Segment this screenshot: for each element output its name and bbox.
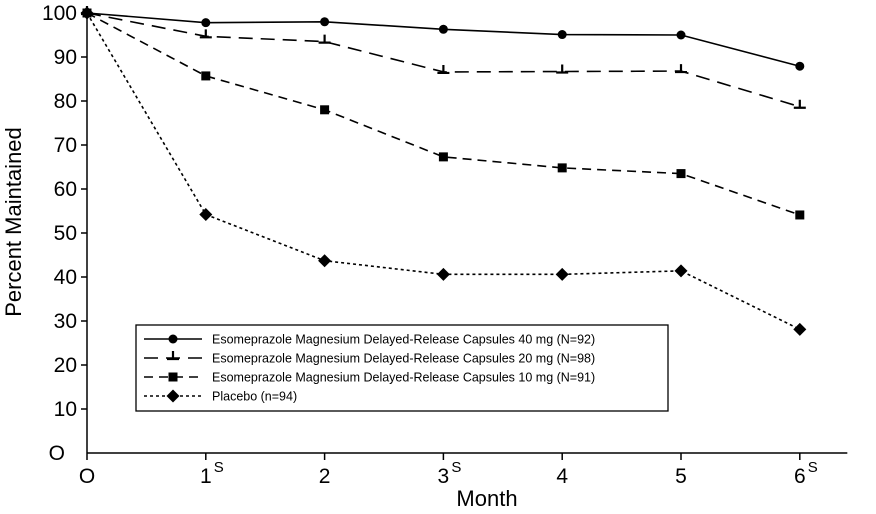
marker-square	[168, 372, 178, 382]
marker-diamond	[80, 6, 94, 20]
marker-circle	[168, 334, 178, 344]
y-origin-label: O	[49, 442, 65, 465]
series-line	[86, 12, 801, 68]
legend-entry-label: Esomeprazole Magnesium Delayed-Release C…	[212, 371, 595, 385]
x-tick-label: 6	[794, 465, 806, 488]
marker-circle	[676, 30, 686, 40]
x-tick-superscript: S	[451, 459, 461, 476]
y-tick-label: 100	[42, 2, 77, 25]
x-axis-title: Month	[456, 486, 517, 511]
marker-diamond	[555, 267, 569, 281]
x-tick-label: 2	[319, 465, 331, 488]
y-tick-label: 20	[54, 354, 77, 377]
y-tick-label: 80	[54, 90, 77, 113]
marker-circle	[438, 24, 448, 34]
marker-diamond	[436, 267, 450, 281]
marker-diamond	[166, 389, 180, 403]
marker-diamond	[793, 322, 807, 336]
marker-square	[795, 210, 805, 220]
marker-square	[676, 169, 686, 179]
legend-entry-label: Esomeprazole Magnesium Delayed-Release C…	[212, 333, 595, 347]
marker-diamond	[318, 254, 332, 268]
series-line	[86, 12, 801, 331]
series-layer	[80, 6, 807, 336]
marker-square	[438, 152, 448, 162]
marker-circle	[557, 30, 567, 40]
series-1	[82, 8, 805, 71]
marker-tee	[318, 34, 331, 44]
legend-entry-label: Esomeprazole Magnesium Delayed-Release C…	[212, 352, 595, 366]
x-tick-label: O	[79, 465, 95, 488]
series-line	[86, 12, 801, 216]
marker-square	[201, 71, 211, 81]
marker-square	[320, 105, 330, 115]
series-3	[82, 8, 805, 220]
y-tick-label: 50	[54, 222, 77, 245]
marker-tee	[556, 64, 569, 74]
marker-tee	[199, 29, 212, 39]
y-tick-label: 30	[54, 310, 77, 333]
marker-circle	[795, 61, 805, 71]
legend: Esomeprazole Magnesium Delayed-Release C…	[135, 324, 669, 412]
legend-box	[135, 324, 669, 412]
marker-circle	[320, 17, 330, 27]
marker-diamond	[199, 208, 213, 222]
y-axis-title: Percent Maintained	[1, 127, 26, 317]
x-tick-label: 1	[200, 465, 212, 488]
y-tick-label: 10	[54, 398, 77, 421]
x-tick-label: 4	[556, 465, 568, 488]
legend-entry-label: Placebo (n=94)	[212, 390, 297, 404]
x-tick-superscript: S	[214, 459, 224, 476]
marker-tee	[437, 64, 450, 75]
x-tick-label: 5	[675, 465, 687, 488]
y-tick-label: 60	[54, 178, 77, 201]
marker-tee	[793, 99, 806, 109]
marker-tee	[675, 64, 687, 74]
marker-diamond	[674, 264, 688, 278]
marker-tee	[167, 351, 179, 361]
y-tick-label: 40	[54, 266, 77, 289]
x-tick-label: 3	[438, 465, 450, 488]
series-4	[80, 6, 807, 336]
y-tick-label: 90	[54, 46, 77, 69]
marker-square	[557, 163, 567, 173]
marker-circle	[201, 18, 211, 28]
y-tick-label: 70	[54, 134, 77, 157]
x-tick-superscript: S	[808, 459, 818, 476]
